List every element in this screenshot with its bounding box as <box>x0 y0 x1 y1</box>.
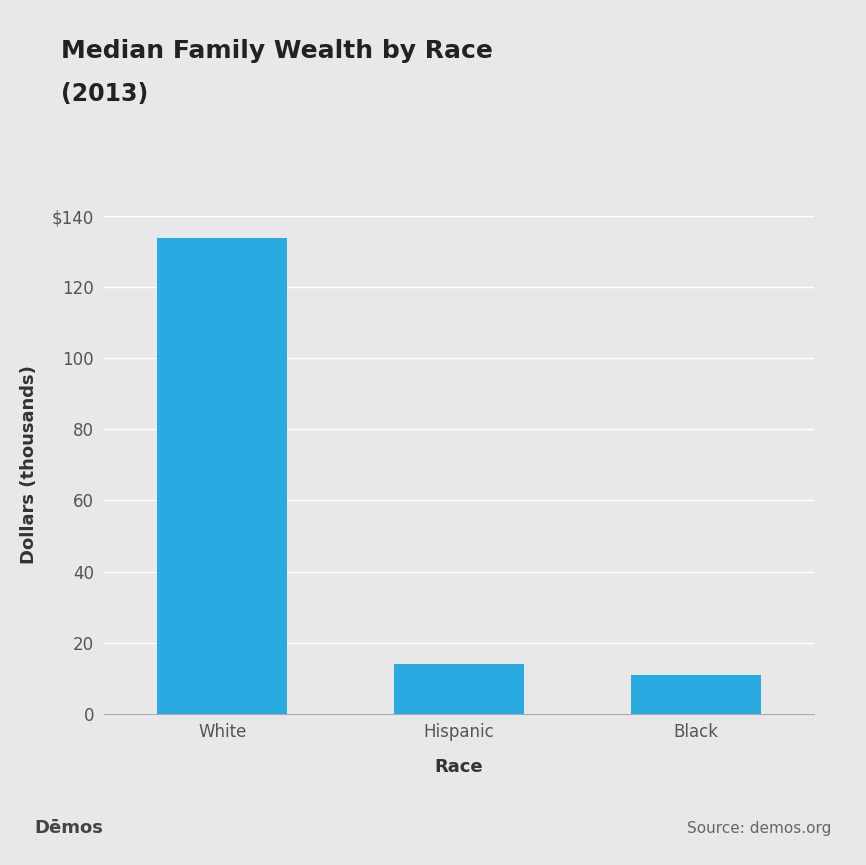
Bar <box>394 664 524 714</box>
Text: Source: demos.org: Source: demos.org <box>687 821 831 836</box>
Text: Dēmos: Dēmos <box>35 819 104 837</box>
Bar <box>630 675 760 714</box>
Text: Median Family Wealth by Race: Median Family Wealth by Race <box>61 39 493 63</box>
Bar <box>157 238 288 714</box>
Text: (2013): (2013) <box>61 82 148 106</box>
Y-axis label: Dollars (thousands): Dollars (thousands) <box>20 366 38 564</box>
X-axis label: Race: Race <box>435 758 483 776</box>
